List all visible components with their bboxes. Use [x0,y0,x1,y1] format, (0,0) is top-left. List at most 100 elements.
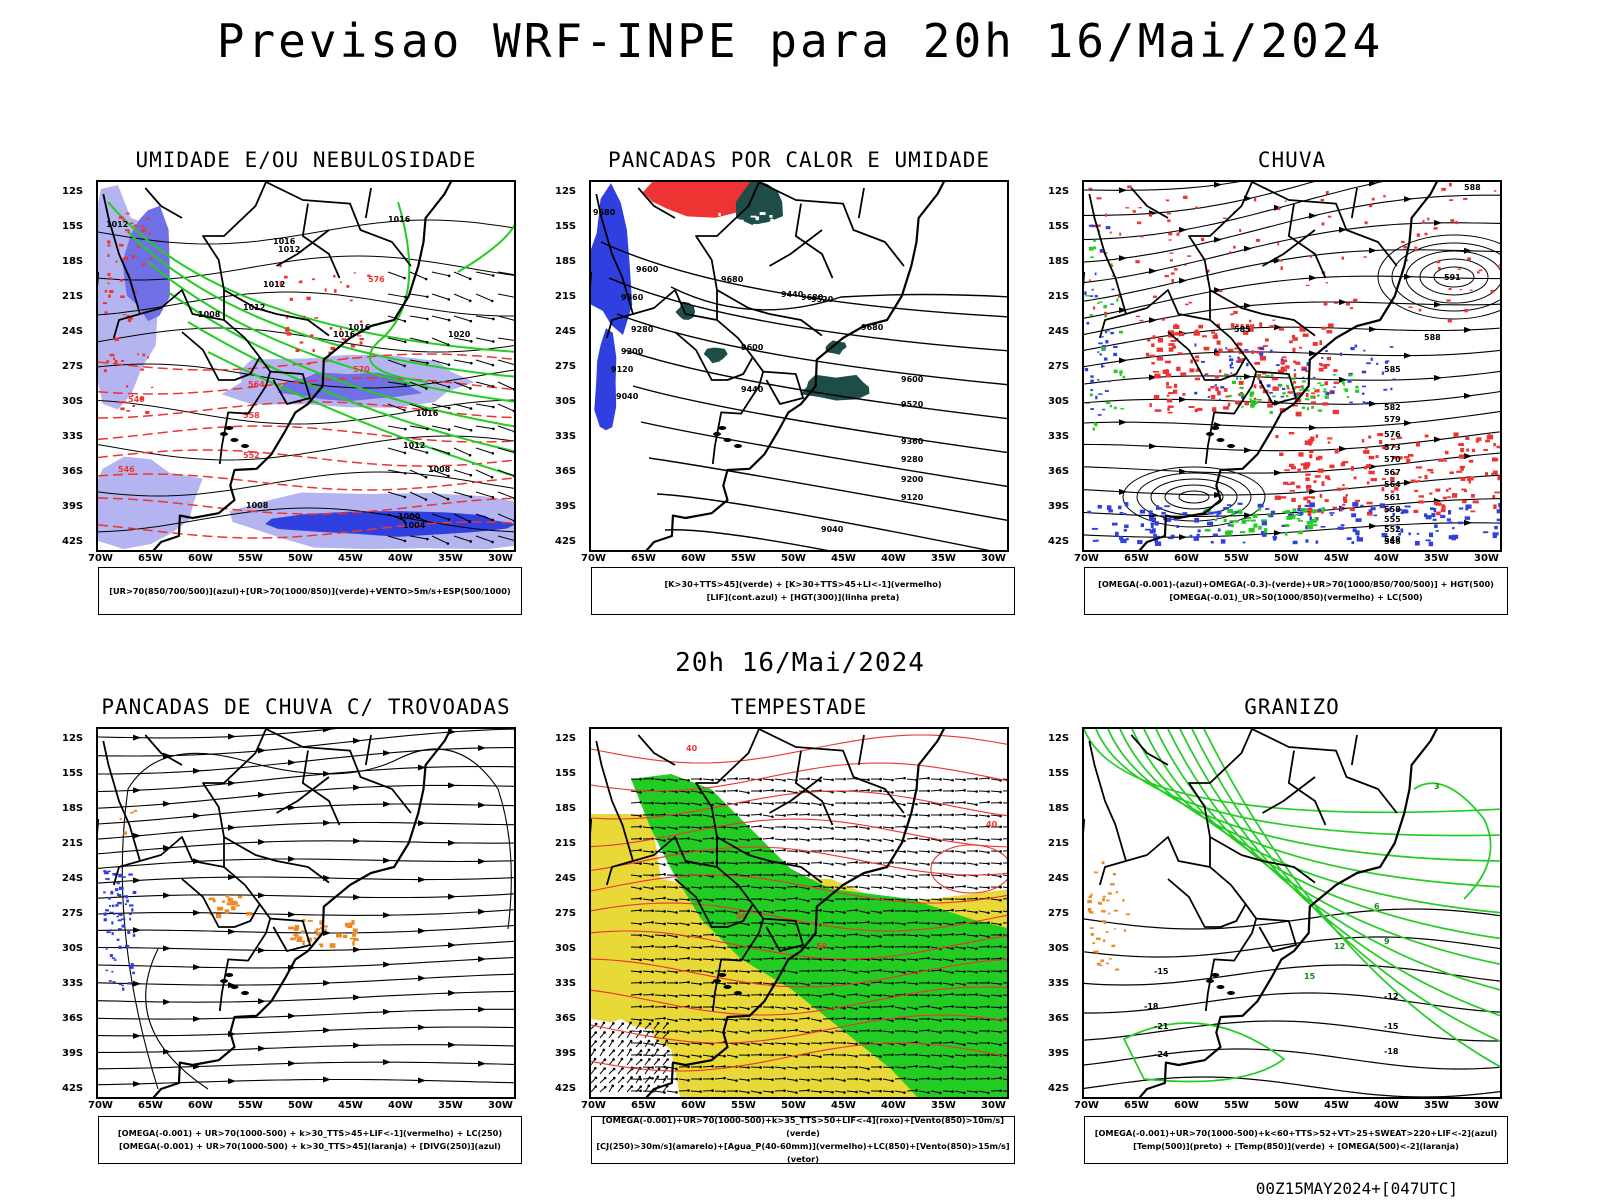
lon-tick-label: 35W [438,553,463,564]
contour-label: 6 [1374,902,1380,911]
lat-tick-label: 15S [555,221,577,232]
contour-label: 540 [128,395,145,404]
map-legend: [K>30+TTS>45](verde) + [K>30+TTS>45+LI<-… [591,567,1015,615]
contour-label: -18 [1384,1047,1399,1056]
contour-label: 1000 [398,512,421,521]
lat-tick-label: 21S [1048,291,1070,302]
lat-tick-label: 39S [1048,501,1070,512]
contour-label: 576 [1384,430,1401,439]
mid-time-label: 20h 16/Mai/2024 [675,648,925,678]
lat-tick-label: 12S [62,733,84,744]
contour-label: 9520 [811,295,834,304]
lat-tick-label: 15S [62,221,84,232]
lat-tick-label: 27S [62,908,84,919]
contour-label: 50 [816,942,828,951]
lon-tick-label: 60W [1174,553,1199,564]
contour-label: 564 [248,380,265,389]
panel-title: PANCADAS DE CHUVA C/ TROVOADAS [101,695,511,719]
legend-line: [OMEGA(-0.01)_UR>50(1000/850)(vermelho) … [1169,592,1423,602]
contour-label: 9200 [901,475,924,484]
lon-tick-label: 45W [338,553,363,564]
contour-label: 552 [243,451,260,460]
contour-label: 15 [1304,972,1316,981]
contour-label: 1008 [428,465,451,474]
contour-label: 9120 [611,365,634,374]
map-canvas: -15 -18 -21 -24 -12 -15 -18 3 6 9 12 15 [1084,729,1500,1097]
lat-tick-label: 39S [555,1048,577,1059]
lat-tick-label: 36S [1048,1013,1070,1024]
contour-label: 552 [1384,525,1401,534]
lon-tick-label: 30W [981,553,1006,564]
legend-line: [OMEGA(-0.001)+UR>70(1000-500)+k<60+TTS>… [1094,1128,1498,1138]
lat-tick-label: 33S [62,431,84,442]
map-legend: [OMEGA(-0.001)+UR>70(1000-500)+k<60+TTS>… [1084,1116,1508,1164]
lon-tick-label: 70W [88,1100,113,1111]
lat-tick-label: 15S [62,768,84,779]
weather-map [96,727,516,1099]
contour-label: 9040 [616,392,639,401]
lon-tick-label: 45W [1324,553,1349,564]
lon-tick-label: 60W [188,553,213,564]
lat-tick-label: 12S [1048,733,1070,744]
contour-label: 9600 [901,375,924,384]
lat-tick-label: 21S [555,838,577,849]
contour-label: 585 [1384,365,1401,374]
contour-label: 9200 [621,347,644,356]
weather-map: 9680 9600 9520 9440 9360 9280 9200 9120 9040 9680… [589,180,1009,552]
lat-tick-label: 15S [1048,768,1070,779]
lat-tick-label: 12S [555,186,577,197]
contour-label: 9520 [901,400,924,409]
contour-label: 564 [1384,480,1401,489]
lon-tick-label: 65W [1124,1100,1149,1111]
map-canvas [98,729,514,1097]
contour-label: 588 [1424,333,1441,342]
lat-tick-label: 21S [62,838,84,849]
contour-label: 567 [1384,468,1401,477]
lon-tick-label: 50W [1274,1100,1299,1111]
lat-tick-label: 18S [1048,256,1070,267]
contour-label: -15 [1384,1022,1399,1031]
lat-tick-label: 39S [62,501,84,512]
map-legend: [OMEGA(-0.001)-(azul)+OMEGA(-0.3)-(verde… [1084,567,1508,615]
lon-tick-label: 45W [1324,1100,1349,1111]
lat-tick-label: 21S [555,291,577,302]
weather-map: 1012 1012 1016 1016 1012 1008 1012 1016 1016 1020… [96,180,516,552]
contour-label: -15 [1154,967,1169,976]
contour-label: 582 [1384,403,1401,412]
lon-tick-label: 35W [438,1100,463,1111]
panel-title: GRANIZO [1244,695,1340,719]
lat-tick-label: 42S [1048,1083,1070,1094]
lon-tick-label: 65W [1124,553,1149,564]
contour-label: -12 [1384,992,1398,1001]
lat-tick-label: 30S [62,943,84,954]
lon-tick-label: 65W [631,1100,656,1111]
lat-tick-label: 39S [1048,1048,1070,1059]
contour-label: -21 [1154,1022,1169,1031]
contour-label: 588 [1464,183,1481,192]
contour-label: 9120 [901,493,924,502]
legend-line: [Temp(500)](preto) + [Temp(850)](verde) … [1133,1141,1459,1151]
lat-tick-label: 36S [1048,466,1070,477]
lat-tick-label: 33S [62,978,84,989]
contour-label: 40 [686,744,698,753]
lat-tick-label: 18S [555,256,577,267]
lat-tick-label: 18S [62,803,84,814]
contour-label: 1012 [278,245,300,254]
contour-label: 546 [118,465,135,474]
lon-tick-label: 70W [88,553,113,564]
panel-title: UMIDADE E/OU NEBULOSIDADE [135,148,477,172]
contour-label: 9280 [901,455,924,464]
coastline-borders [98,729,466,1097]
contour-label: 9600 [636,265,659,274]
lon-tick-label: 60W [681,1100,706,1111]
lat-tick-label: 15S [1048,221,1070,232]
lat-tick-label: 12S [62,186,84,197]
lon-tick-label: 50W [781,1100,806,1111]
lat-tick-label: 30S [555,943,577,954]
contour-label: 9600 [741,343,764,352]
lon-tick-label: 55W [238,553,263,564]
lon-tick-label: 50W [288,1100,313,1111]
lon-tick-label: 35W [1424,553,1449,564]
contour-label: 3 [1434,782,1440,791]
lon-tick-label: 35W [1424,1100,1449,1111]
